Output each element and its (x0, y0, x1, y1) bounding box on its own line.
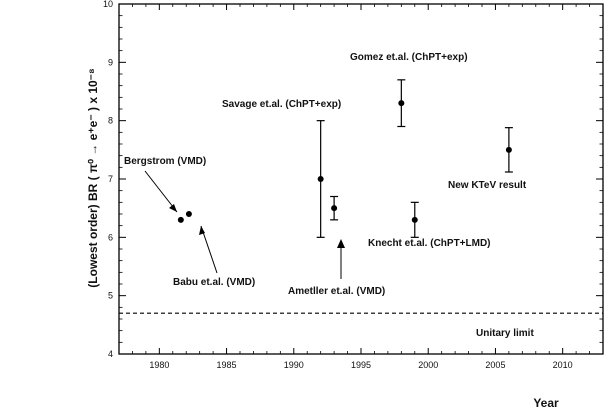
x-tick-label: 1980 (149, 360, 169, 370)
data-point (317, 176, 324, 182)
x-tick-label: 1995 (351, 360, 371, 370)
y-tick-label: 7 (108, 174, 113, 184)
ticks: 1980 1985 1990 1995 2000 2005 2010 4 5 6 7 8 9 10 (103, 0, 604, 370)
data-marks (177, 79, 513, 238)
unitary-limit-label: Unitary limit (476, 328, 534, 339)
bergstrom-arrow (144, 170, 178, 213)
annotations: Bergstrom (VMD) Babu et.al. (VMD) Savage e… (124, 52, 534, 339)
bergstrom-arrowhead (169, 204, 177, 212)
x-axis-title: Year (533, 396, 559, 410)
data-point (398, 100, 405, 107)
y-tick-label: 4 (108, 349, 113, 359)
data-point (331, 205, 338, 212)
y-tick-label: 6 (108, 232, 113, 242)
point-annotation: Savage et.al. (ChPT+exp) (222, 99, 341, 110)
point-annotation: Ametller et.al. (VMD) (288, 286, 385, 297)
data-point (185, 211, 192, 217)
point-annotation: New KTeV result (448, 180, 527, 191)
x-tick-label: 2000 (418, 360, 438, 370)
y-tick-label: 5 (108, 291, 113, 301)
data-point (177, 216, 184, 223)
x-tick-label: 1985 (217, 360, 237, 370)
point-annotation: Babu et.al. (VMD) (173, 277, 255, 288)
y-axis-title: (Lowest order) BR ( π⁰ → e⁺e⁻ ) x 10⁻⁸ (86, 68, 100, 287)
ametller-arrowhead (337, 239, 345, 248)
y-tick-label: 8 (108, 116, 113, 126)
y-tick-label: 10 (103, 0, 113, 9)
y-tick-label: 9 (108, 57, 113, 67)
babu-arrow (200, 225, 218, 274)
point-annotation: Knecht et.al. (ChPT+LMD) (368, 238, 491, 249)
x-tick-label: 2005 (485, 360, 505, 370)
data-point (505, 146, 512, 153)
data-point (411, 216, 418, 223)
point-annotation: Bergstrom (VMD) (124, 156, 206, 167)
x-tick-label: 2010 (553, 360, 573, 370)
x-tick-label: 1990 (284, 360, 304, 370)
babu-arrowhead (199, 226, 205, 235)
point-annotation: Gomez et.al. (ChPT+exp) (350, 52, 468, 63)
